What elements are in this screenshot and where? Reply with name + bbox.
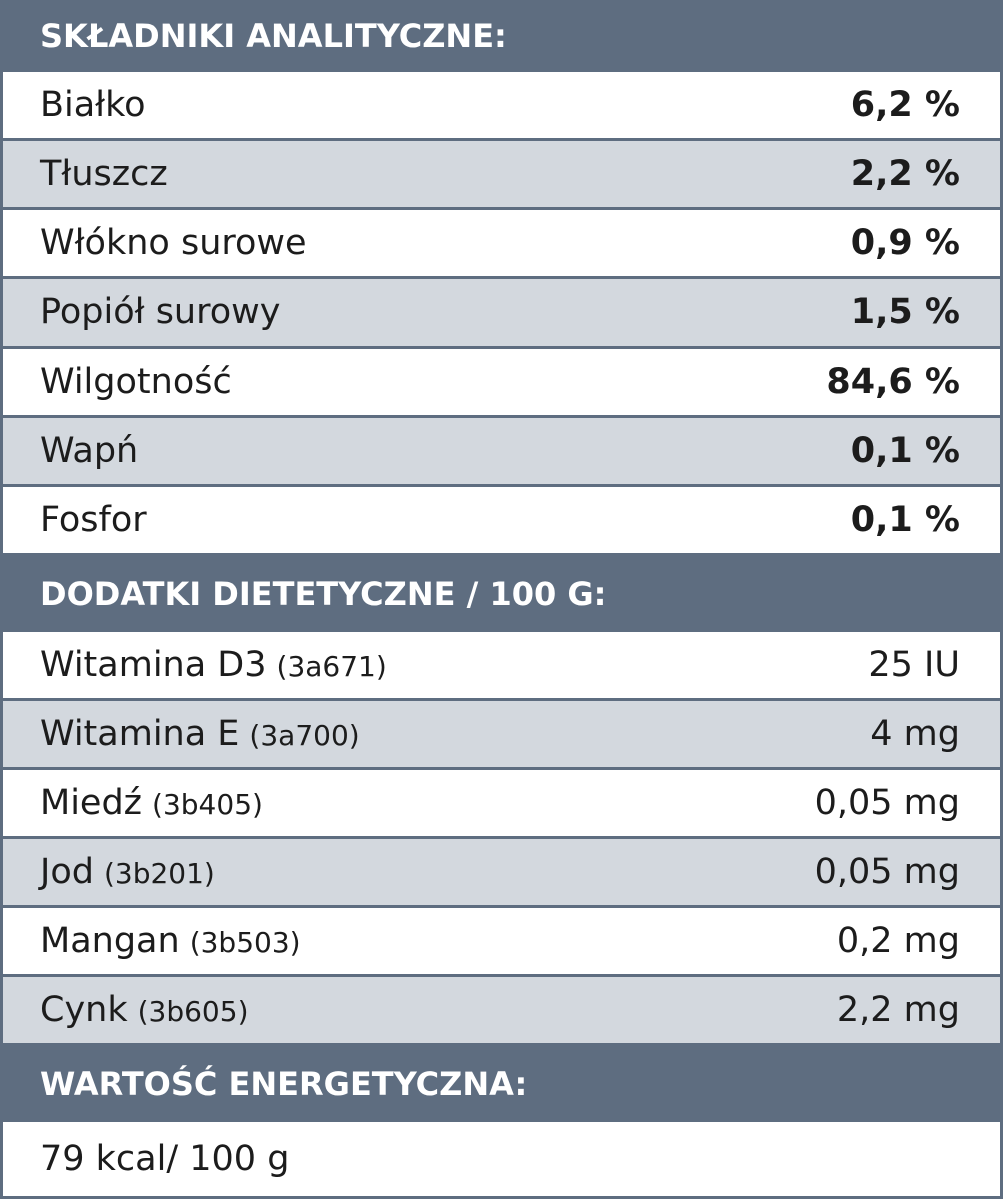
additive-code: (3b503) — [189, 926, 301, 959]
name-text: Fosfor — [40, 499, 147, 540]
row-value: 0,05 mg — [814, 852, 960, 892]
table-row: 79 kcal/ 100 g — [0, 1122, 1003, 1199]
name-text: Miedź — [40, 783, 143, 823]
row-value: 6,2 % — [850, 85, 960, 126]
row-value: 0,05 mg — [814, 783, 960, 823]
section-header: SKŁADNIKI ANALITYCZNE: — [0, 0, 1003, 72]
table-row: Wapń 0,1 % — [0, 417, 1003, 487]
name-text: Białko — [40, 85, 146, 126]
table-row: Wilgotność 84,6 % — [0, 348, 1003, 418]
row-value: 0,1 % — [850, 430, 960, 471]
name-text: Popiół surowy — [40, 292, 281, 333]
row-value: 2,2 % — [850, 154, 960, 195]
additive-code: (3b201) — [103, 857, 215, 890]
table-row: Mangan (3b503) 0,2 mg — [0, 908, 1003, 977]
table-row: Tłuszcz 2,2 % — [0, 141, 1003, 211]
row-name: Włókno surowe — [40, 223, 851, 263]
name-text: Jod — [40, 852, 94, 892]
row-name: Fosfor — [40, 500, 851, 540]
section-header: DODATKI DIETETYCZNE / 100 G: — [0, 556, 1003, 632]
table-row: Witamina E (3a700) 4 mg — [0, 701, 1003, 770]
row-name: Witamina E (3a700) — [40, 714, 870, 754]
table-row: Fosfor 0,1 % — [0, 486, 1003, 556]
name-text: Witamina E — [40, 714, 240, 754]
row-value: 1,5 % — [850, 292, 960, 333]
row-name: 79 kcal/ 100 g — [40, 1139, 960, 1179]
row-value: 2,2 mg — [836, 990, 960, 1030]
table-row: Białko 6,2 % — [0, 72, 1003, 142]
row-value: 0,9 % — [850, 223, 960, 264]
name-text: Witamina D3 — [40, 645, 267, 685]
additive-code: (3b405) — [152, 788, 263, 821]
row-name: Jod (3b201) — [40, 852, 815, 892]
table-row: Jod (3b201) 0,05 mg — [0, 839, 1003, 908]
row-name: Mangan (3b503) — [40, 921, 837, 961]
table-row: Miedź (3b405) 0,05 mg — [0, 770, 1003, 839]
row-name: Białko — [40, 85, 851, 125]
row-name: Wilgotność — [40, 362, 826, 402]
name-text: 79 kcal/ 100 g — [40, 1139, 290, 1179]
table-row: Popiół surowy 1,5 % — [0, 279, 1003, 349]
row-value: 25 IU — [868, 645, 960, 685]
name-text: Włókno surowe — [40, 223, 307, 264]
row-value: 0,1 % — [850, 499, 960, 540]
row-name: Miedź (3b405) — [40, 783, 815, 823]
name-text: Mangan — [40, 921, 180, 961]
name-text: Wapń — [40, 430, 139, 471]
name-text: Wilgotność — [40, 361, 232, 402]
name-text: Tłuszcz — [40, 154, 168, 195]
table-row: Cynk (3b605) 2,2 mg — [0, 977, 1003, 1046]
name-text: Cynk — [40, 990, 128, 1030]
table-row: Włókno surowe 0,9 % — [0, 210, 1003, 280]
additive-code: (3b605) — [137, 995, 249, 1028]
row-name: Cynk (3b605) — [40, 990, 837, 1030]
row-value: 0,2 mg — [836, 921, 960, 961]
table-row: Witamina D3 (3a671) 25 IU — [0, 632, 1003, 701]
additive-code: (3a671) — [276, 650, 387, 683]
row-value: 84,6 % — [826, 361, 960, 402]
section-header: WARTOŚĆ ENERGETYCZNA: — [0, 1046, 1003, 1122]
row-name: Wapń — [40, 431, 851, 471]
row-name: Popiół surowy — [40, 292, 851, 332]
row-name: Witamina D3 (3a671) — [40, 645, 868, 685]
row-name: Tłuszcz — [40, 154, 851, 194]
additive-code: (3a700) — [249, 719, 360, 752]
row-value: 4 mg — [870, 714, 960, 754]
